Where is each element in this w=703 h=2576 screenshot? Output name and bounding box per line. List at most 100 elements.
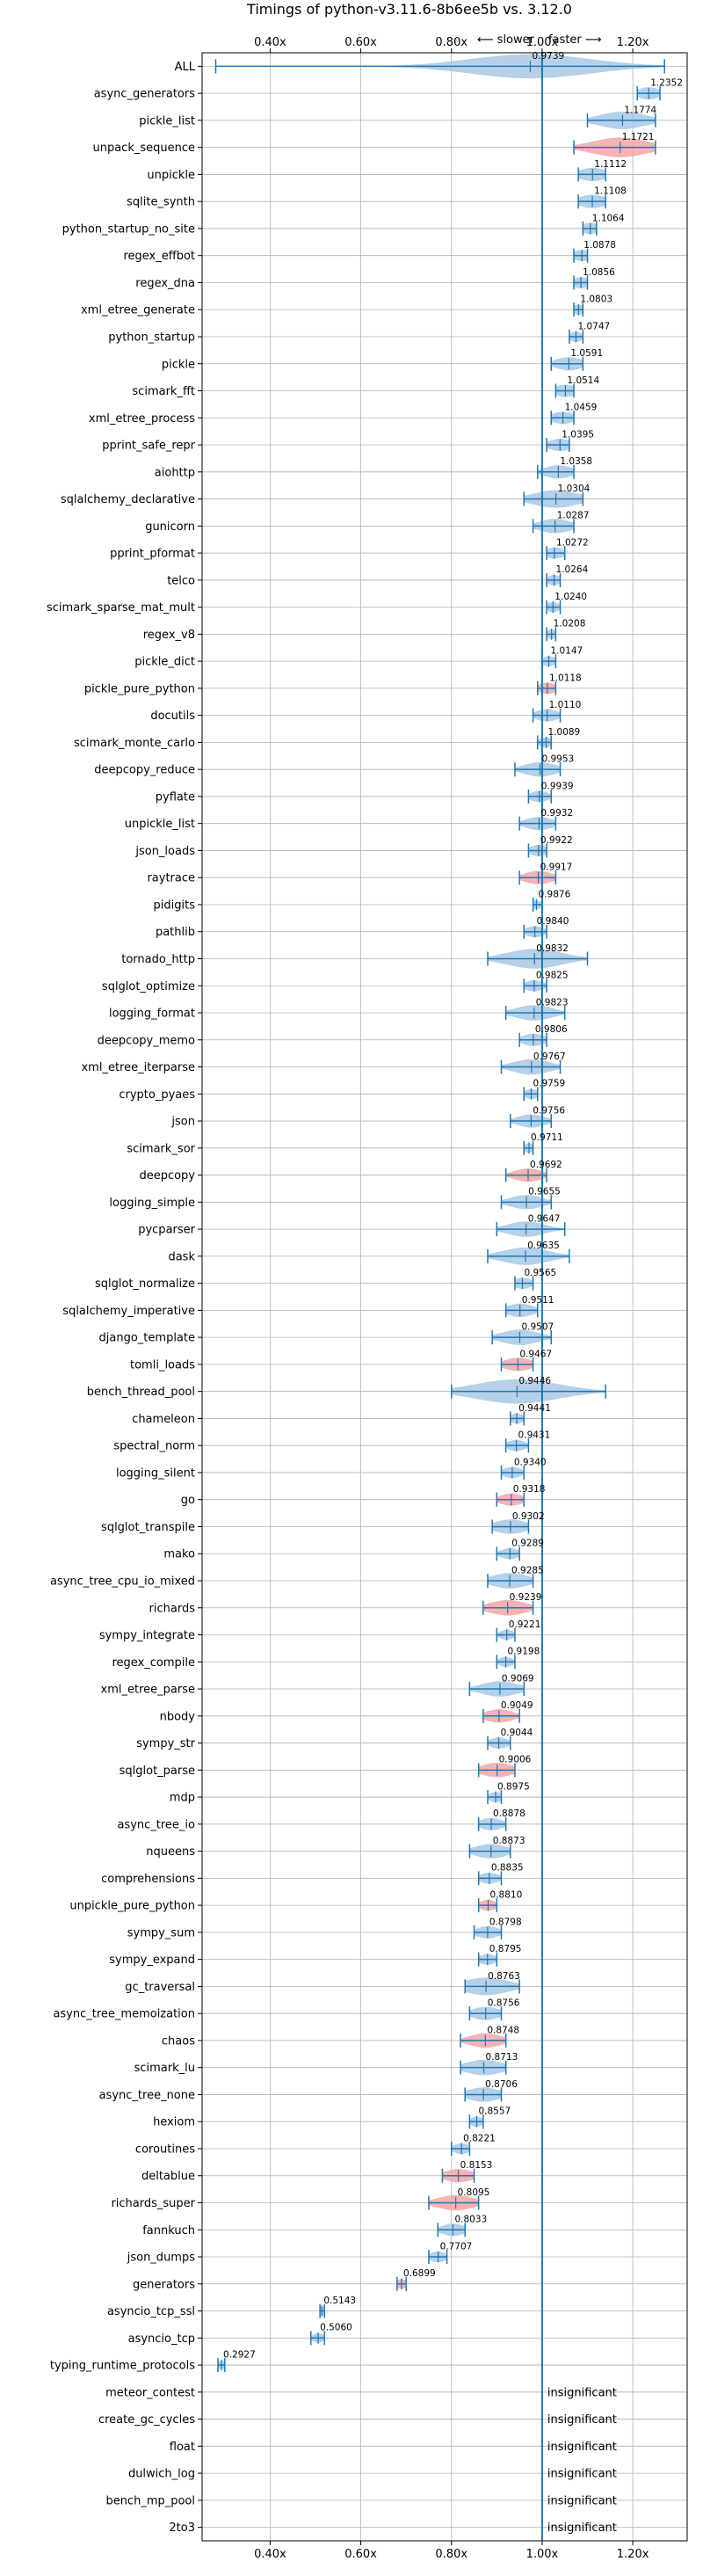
value-label: 0.9049: [501, 1700, 533, 1711]
value-label: 0.9832: [536, 943, 569, 954]
value-label: 1.1064: [592, 213, 625, 223]
benchmark-label: python_startup_no_site: [62, 222, 195, 236]
benchmark-label: unpack_sequence: [92, 142, 195, 155]
value-label: 0.9285: [511, 1565, 544, 1575]
value-label: 1.1112: [594, 159, 627, 170]
value-label: 0.9922: [540, 835, 573, 846]
benchmark-label: pathlib: [156, 926, 195, 939]
value-label: 0.9069: [502, 1673, 534, 1684]
benchmark-label: comprehensions: [101, 1873, 195, 1886]
benchmark-label: richards: [149, 1602, 196, 1615]
benchmark-label: bench_thread_pool: [87, 1386, 195, 1399]
benchmark-label: pickle: [162, 358, 195, 371]
benchmark-label: json_loads: [134, 845, 195, 858]
value-label: 0.9198: [508, 1647, 540, 1657]
value-label: 0.8706: [485, 2079, 518, 2090]
value-label: 1.0304: [558, 484, 591, 494]
value-label: 0.7707: [440, 2241, 473, 2252]
benchmark-label: sqlglot_normalize: [95, 1277, 195, 1291]
x-tick-label-top: 0.40x: [254, 36, 286, 49]
value-label: 0.8713: [486, 2052, 518, 2063]
benchmark-label: 2to3: [169, 2521, 195, 2535]
value-label: 0.9932: [540, 808, 573, 819]
benchmark-label: coroutines: [135, 2143, 195, 2156]
x-tick-label-bottom: 0.40x: [254, 2548, 286, 2561]
benchmark-label: sympy_str: [136, 1737, 195, 1750]
benchmark-label: sympy_integrate: [99, 1629, 195, 1642]
value-label: 0.9431: [518, 1430, 551, 1441]
benchmark-label: xml_etree_iterparse: [81, 1061, 195, 1074]
benchmark-label: sqlite_synth: [127, 196, 195, 209]
value-label: 0.9692: [530, 1160, 562, 1170]
value-label: 0.9565: [524, 1268, 556, 1278]
value-label: 0.9446: [518, 1376, 551, 1386]
benchmark-label: tomli_loads: [130, 1358, 195, 1372]
benchmark-label: scimark_sor: [127, 1142, 195, 1155]
error-bars: [214, 59, 665, 2373]
benchmark-label: deepcopy_reduce: [94, 764, 195, 777]
benchmark-label: json_dumps: [127, 2252, 195, 2265]
insignificant-label: insignificant: [547, 2521, 617, 2535]
value-label: 0.9635: [527, 1241, 560, 1251]
x-tick-label-top: 1.20x: [617, 36, 649, 49]
value-label: 0.6899: [403, 2268, 436, 2279]
benchmark-label: crypto_pyaes: [119, 1088, 195, 1102]
insignificant-label: insignificant: [547, 2494, 617, 2507]
benchmark-label: unpickle_pure_python: [69, 1900, 195, 1913]
benchmark-label: scimark_sparse_mat_mult: [47, 601, 195, 615]
value-labels: 0.9739 1.2352 1.1774 1.1721 1.1112 1.1108 1.10…: [223, 51, 683, 2535]
benchmark-label: deepcopy_memo: [98, 1034, 195, 1047]
benchmark-label: regex_dna: [135, 277, 195, 290]
value-label: 0.9655: [528, 1187, 561, 1197]
benchmark-label: xml_etree_process: [89, 412, 195, 426]
benchmark-label: sqlglot_parse: [120, 1765, 195, 1778]
benchmark-label: sqlalchemy_imperative: [62, 1305, 195, 1318]
insignificant-label: insignificant: [547, 2441, 617, 2454]
benchmark-label: pprint_safe_repr: [102, 440, 195, 453]
benchmark-label: sqlglot_optimize: [102, 980, 195, 993]
value-label: 0.5060: [320, 2323, 352, 2333]
x-tick-label-bottom: 1.00x: [526, 2548, 559, 2561]
value-label: 0.8878: [493, 1808, 525, 1819]
value-label: 0.9756: [533, 1105, 565, 1116]
value-label: 0.9739: [532, 51, 564, 62]
value-label: 1.0089: [548, 727, 581, 738]
value-label: 1.0147: [550, 646, 583, 657]
benchmark-label: gc_traversal: [125, 1981, 195, 1994]
value-label: 0.9647: [528, 1213, 561, 1224]
benchmark-label: gunicorn: [145, 520, 195, 534]
benchmark-label: logging_silent: [116, 1466, 195, 1480]
value-label: 0.9876: [539, 889, 571, 899]
benchmark-label: regex_v8: [143, 629, 195, 642]
benchmark-label: deltablue: [141, 2170, 195, 2183]
x-tick-label-bottom: 0.80x: [435, 2548, 467, 2561]
plot-frame: [201, 52, 688, 2542]
value-label: 1.0591: [570, 348, 603, 359]
insignificant-label: insignificant: [547, 2413, 617, 2427]
benchmark-label: deepcopy: [139, 1169, 195, 1182]
value-label: 0.8221: [463, 2133, 496, 2143]
value-label: 0.9840: [537, 916, 569, 927]
x-tick-label-top: 0.60x: [344, 36, 377, 49]
value-label: 0.9759: [533, 1079, 565, 1089]
benchmark-label: pidigits: [154, 899, 196, 912]
benchmark-label: go: [181, 1494, 195, 1507]
value-label: 1.0264: [556, 564, 589, 575]
value-label: 0.8798: [489, 1917, 522, 1927]
benchmark-label: sqlalchemy_declarative: [61, 493, 195, 506]
x-tick-label-top: 0.80x: [435, 36, 467, 49]
value-label: 0.9823: [536, 997, 569, 1008]
value-label: 1.0803: [580, 295, 612, 305]
value-label: 0.8810: [490, 1890, 523, 1901]
benchmark-label: pickle_list: [139, 114, 195, 127]
benchmark-label: async_tree_none: [99, 2089, 195, 2102]
benchmark-label: asyncio_tcp: [128, 2332, 195, 2346]
value-label: 0.8557: [478, 2107, 511, 2117]
insignificant-label: insignificant: [547, 2386, 617, 2399]
value-label: 0.8835: [491, 1863, 524, 1874]
value-label: 0.5143: [323, 2296, 356, 2306]
value-label: 1.2352: [650, 78, 683, 89]
benchmark-label: nbody: [160, 1710, 196, 1723]
value-label: 1.0878: [583, 240, 616, 251]
benchmark-label: sympy_expand: [109, 1954, 195, 1967]
